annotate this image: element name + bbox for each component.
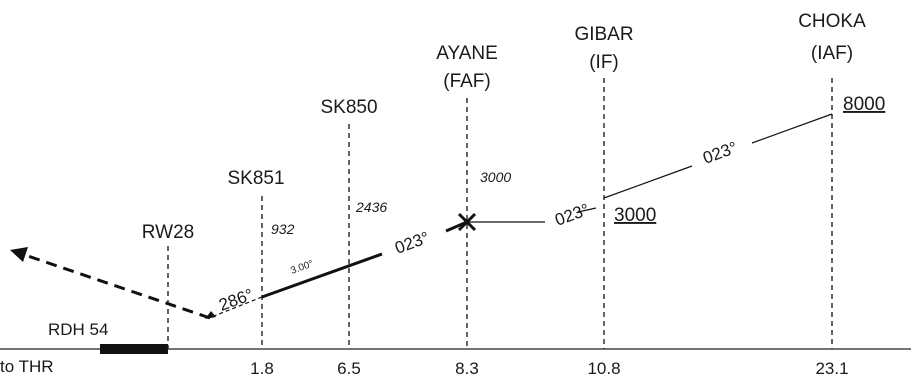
missed-approach-arrow-icon xyxy=(10,247,28,262)
alt-ayane: 3000 xyxy=(480,169,511,185)
missed-approach-short xyxy=(213,296,263,317)
course-gibar-ayane: 023° xyxy=(552,200,592,230)
dist-choka: 23.1 xyxy=(815,359,848,378)
course-missed: 286° xyxy=(216,285,256,315)
dist-sk850: 6.5 xyxy=(337,359,361,378)
course-final: 023° xyxy=(392,228,432,258)
course-choka-gibar: 023° xyxy=(700,138,740,168)
fix-name-sk850: SK850 xyxy=(320,97,377,118)
fix-name-ayane: AYANE xyxy=(436,43,498,64)
fix-role-gibar: (IF) xyxy=(589,52,619,73)
dist-sk851: 1.8 xyxy=(250,359,274,378)
fix-name-gibar: GIBAR xyxy=(574,24,633,45)
path-gibar-ayane-a xyxy=(577,207,597,213)
fix-name-sk851: SK851 xyxy=(227,168,284,189)
missed-approach-path xyxy=(21,252,211,320)
dist-ayane: 8.3 xyxy=(455,359,479,378)
fix-role-ayane: (FAF) xyxy=(443,71,491,92)
path-final-b xyxy=(261,252,383,299)
alt-sk850: 2436 xyxy=(355,199,387,215)
missed-start-arrow-icon xyxy=(205,311,216,319)
path-choka-gibar-a xyxy=(751,113,833,144)
faf-cross-icon xyxy=(457,212,477,232)
alt-sk851: 932 xyxy=(271,221,295,237)
alt-choka: 8000 xyxy=(843,94,885,115)
fix-name-choka: CHOKA xyxy=(798,11,866,32)
glidepath-angle: 3.00° xyxy=(289,258,315,276)
dist-gibar: 10.8 xyxy=(587,359,620,378)
runway-bar xyxy=(100,344,168,354)
rdh-label: RDH 54 xyxy=(48,320,108,339)
fix-name-rw28: RW28 xyxy=(142,222,194,243)
dist-prefix: to THR xyxy=(0,357,54,376)
path-choka-gibar-b xyxy=(603,165,693,199)
alt-gibar: 3000 xyxy=(614,205,656,226)
fix-role-choka: (IAF) xyxy=(811,43,853,64)
